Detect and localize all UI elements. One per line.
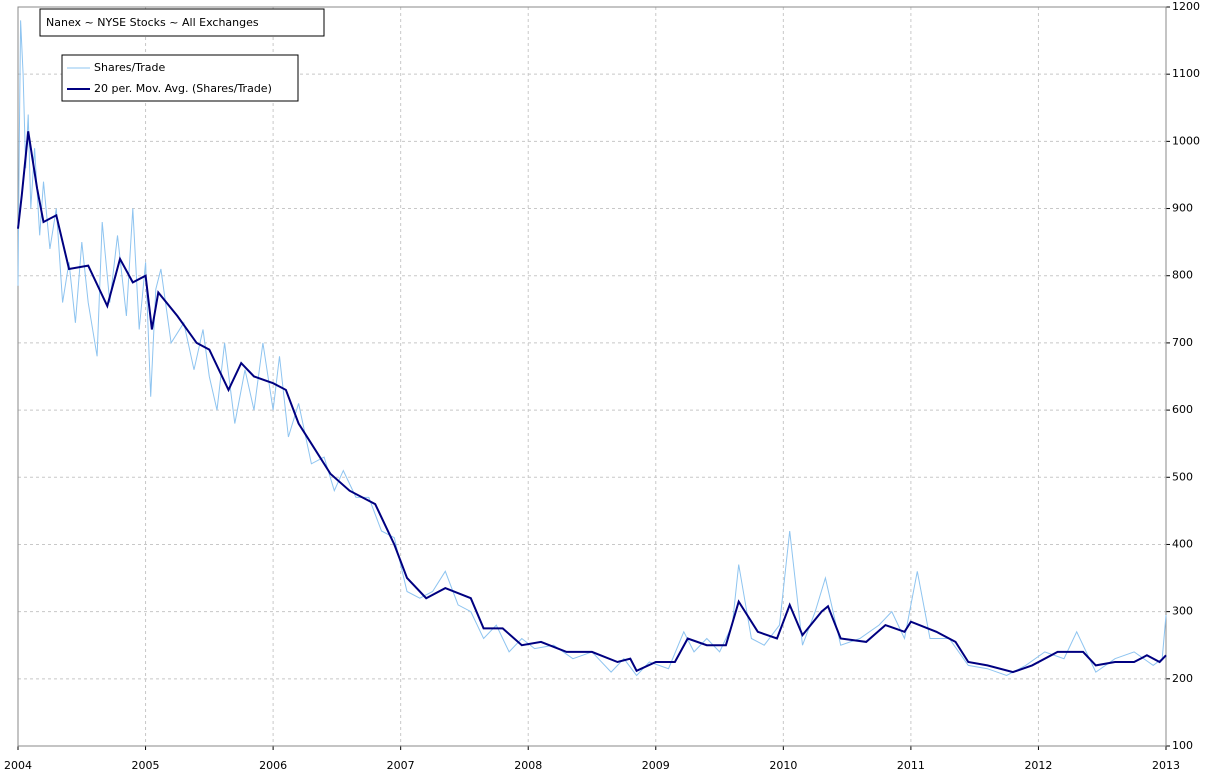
y-tick-label: 600: [1172, 403, 1193, 416]
x-tick-label: 2007: [387, 759, 415, 772]
y-tick-label: 100: [1172, 739, 1193, 752]
y-tick-label: 1100: [1172, 67, 1200, 80]
y-tick-label: 300: [1172, 605, 1193, 618]
y-tick-label: 900: [1172, 202, 1193, 215]
y-tick-label: 500: [1172, 470, 1193, 483]
x-tick-label: 2011: [897, 759, 925, 772]
y-tick-label: 800: [1172, 269, 1193, 282]
x-tick-label: 2006: [259, 759, 287, 772]
series-line: [17, 131, 1167, 674]
y-tick-label: 700: [1172, 336, 1193, 349]
y-tick-label: 200: [1172, 672, 1193, 685]
x-tick-label: 2005: [132, 759, 160, 772]
x-tick-label: 2012: [1024, 759, 1052, 772]
x-tick-label: 2004: [4, 759, 32, 772]
chart-title: Nanex ~ NYSE Stocks ~ All Exchanges: [46, 16, 259, 29]
title-box: [39, 8, 325, 37]
y-tick-label: 1000: [1172, 134, 1200, 147]
x-tick-label: 2009: [642, 759, 670, 772]
y-tick-label: 1200: [1172, 0, 1200, 13]
x-tick-label: 2010: [769, 759, 797, 772]
plot-frame: [17, 6, 1167, 747]
y-tick-label: 400: [1172, 537, 1193, 550]
x-tick-label: 2008: [514, 759, 542, 772]
legend-label: Shares/Trade: [94, 61, 166, 74]
legend-box: [61, 54, 299, 102]
series-line: [17, 20, 1167, 677]
legend-label: 20 per. Mov. Avg. (Shares/Trade): [94, 82, 272, 95]
x-tick-label: 2013: [1152, 759, 1180, 772]
